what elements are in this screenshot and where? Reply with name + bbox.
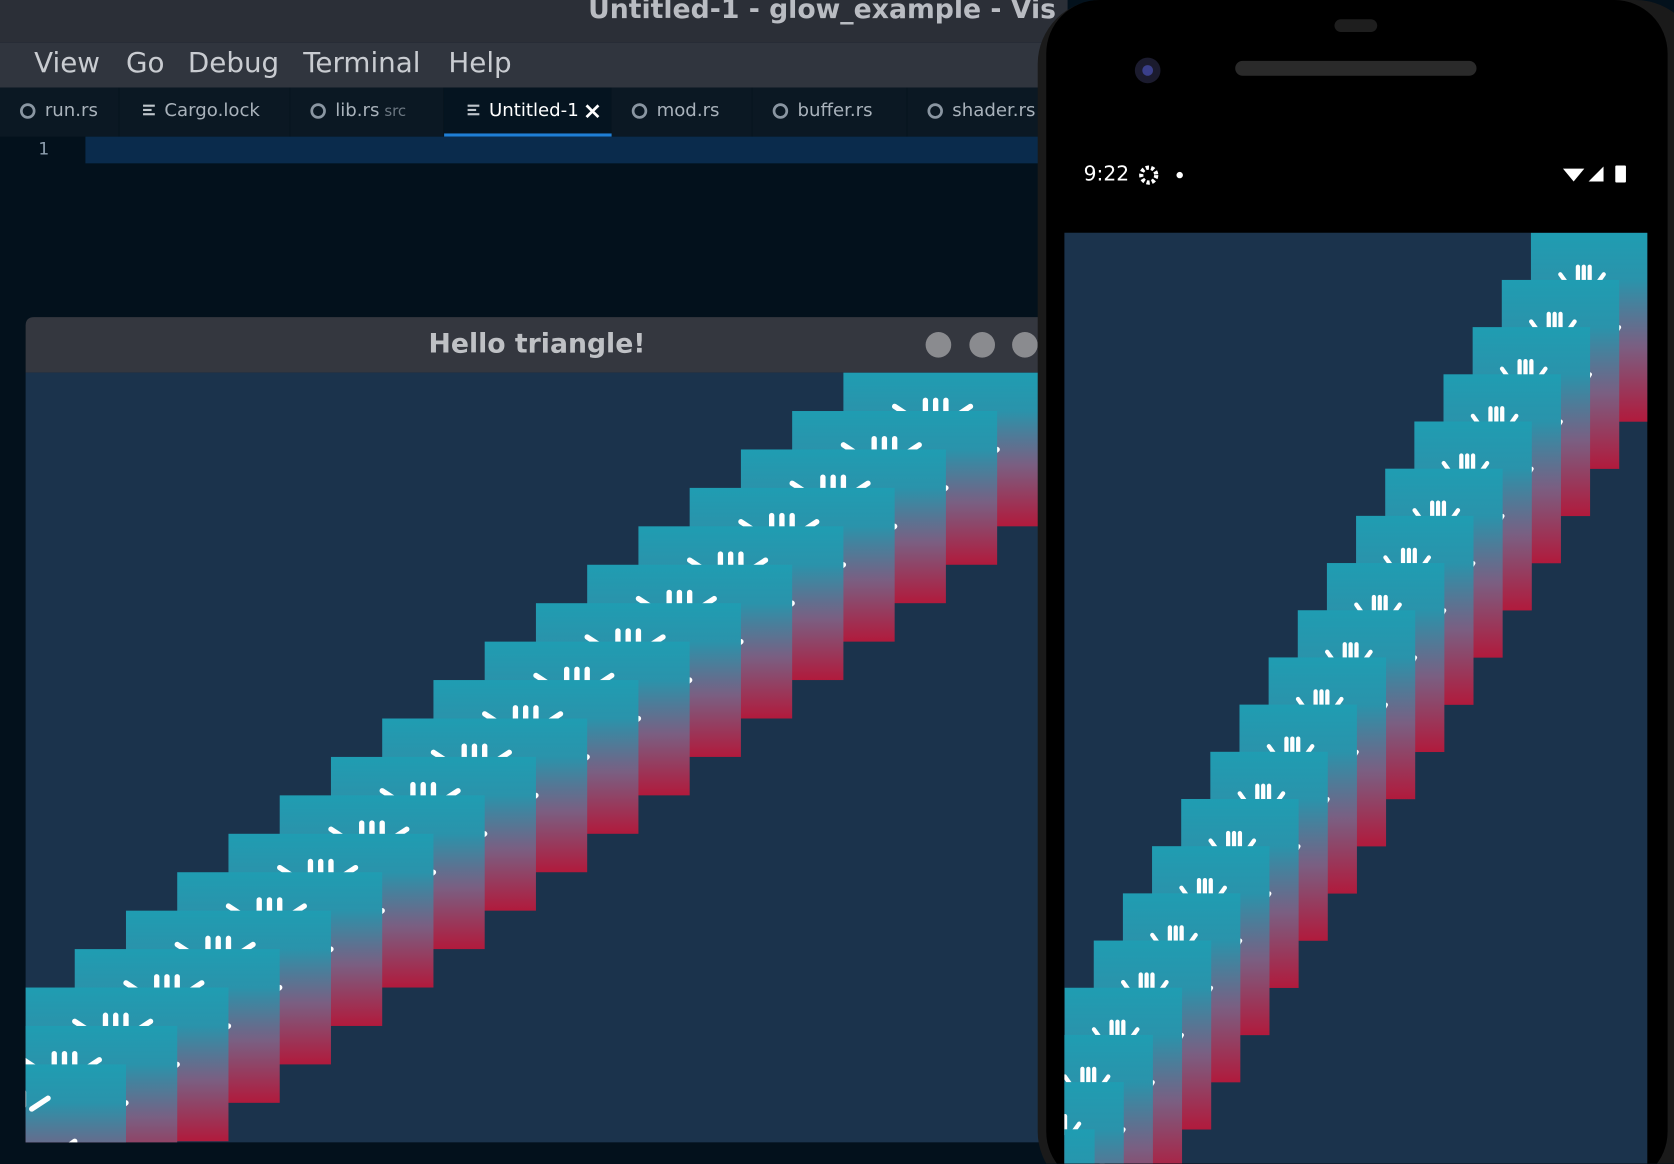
menu-item[interactable]: Help — [448, 46, 511, 79]
tab-label: shader.rs — [952, 100, 1035, 121]
tab-label: Cargo.lock — [164, 100, 260, 121]
app-titlebar — [25, 317, 1068, 373]
tab-label: run.rs — [45, 100, 98, 121]
wifi-icon — [1562, 168, 1585, 182]
tab-label: lib.rs — [335, 100, 379, 121]
file-icon — [467, 104, 480, 107]
tile-mark — [29, 1095, 51, 1112]
window-button[interactable] — [1012, 332, 1038, 358]
tab[interactable] — [444, 87, 611, 137]
tab-indicator — [444, 133, 612, 137]
title-bar — [0, 0, 1068, 43]
window-title: Untitled-1 - glow_example - Vis — [588, 0, 1056, 25]
current-line — [85, 136, 1068, 164]
rust-icon — [20, 103, 36, 119]
tab[interactable] — [290, 87, 444, 137]
rust-icon — [927, 103, 943, 119]
speaker — [1235, 60, 1477, 76]
battery-icon — [1615, 165, 1626, 183]
app-title: Hello triangle! — [429, 328, 646, 359]
tiles — [25, 372, 1049, 1143]
line-number: 1 — [38, 139, 49, 159]
tab-label: Untitled-1 — [489, 100, 579, 121]
tab[interactable] — [0, 87, 119, 137]
file-icon — [143, 113, 155, 116]
status-time: 9:22 — [1084, 162, 1130, 186]
file-icon — [143, 108, 152, 112]
window-button[interactable] — [969, 332, 996, 358]
tab-label: mod.rs — [657, 100, 720, 121]
tiles — [1064, 232, 1648, 1164]
file-icon — [143, 104, 155, 107]
camera-lens — [1142, 65, 1154, 76]
menu-item[interactable]: Debug — [188, 46, 279, 79]
signal-icon — [1588, 166, 1604, 182]
rust-icon — [631, 103, 648, 119]
tab-label: buffer.rs — [797, 100, 872, 121]
window-button[interactable] — [925, 332, 952, 358]
tab[interactable] — [611, 87, 752, 137]
file-icon — [467, 113, 480, 116]
sensor — [1334, 19, 1378, 33]
tab[interactable] — [907, 87, 1056, 137]
menu-bar — [0, 42, 1068, 88]
tab[interactable] — [119, 87, 290, 137]
tab-close[interactable]: × — [583, 97, 603, 125]
tab-detail: src — [384, 102, 406, 120]
menu-item[interactable]: Terminal — [302, 46, 420, 79]
rust-icon — [772, 103, 789, 119]
menu-item[interactable]: Go — [126, 46, 164, 79]
tab[interactable] — [752, 87, 907, 137]
tabs: run.rs Cargo.lock lib.rs src Untitled-1 × mod.… — [0, 87, 1056, 137]
rust-icon — [310, 103, 326, 119]
menu-item[interactable]: View — [34, 46, 100, 79]
tile — [1064, 1129, 1095, 1164]
menu: nViewGoDebugTerminalHelp — [34, 46, 511, 79]
notification-dot — [1176, 171, 1183, 179]
file-icon — [467, 108, 477, 112]
